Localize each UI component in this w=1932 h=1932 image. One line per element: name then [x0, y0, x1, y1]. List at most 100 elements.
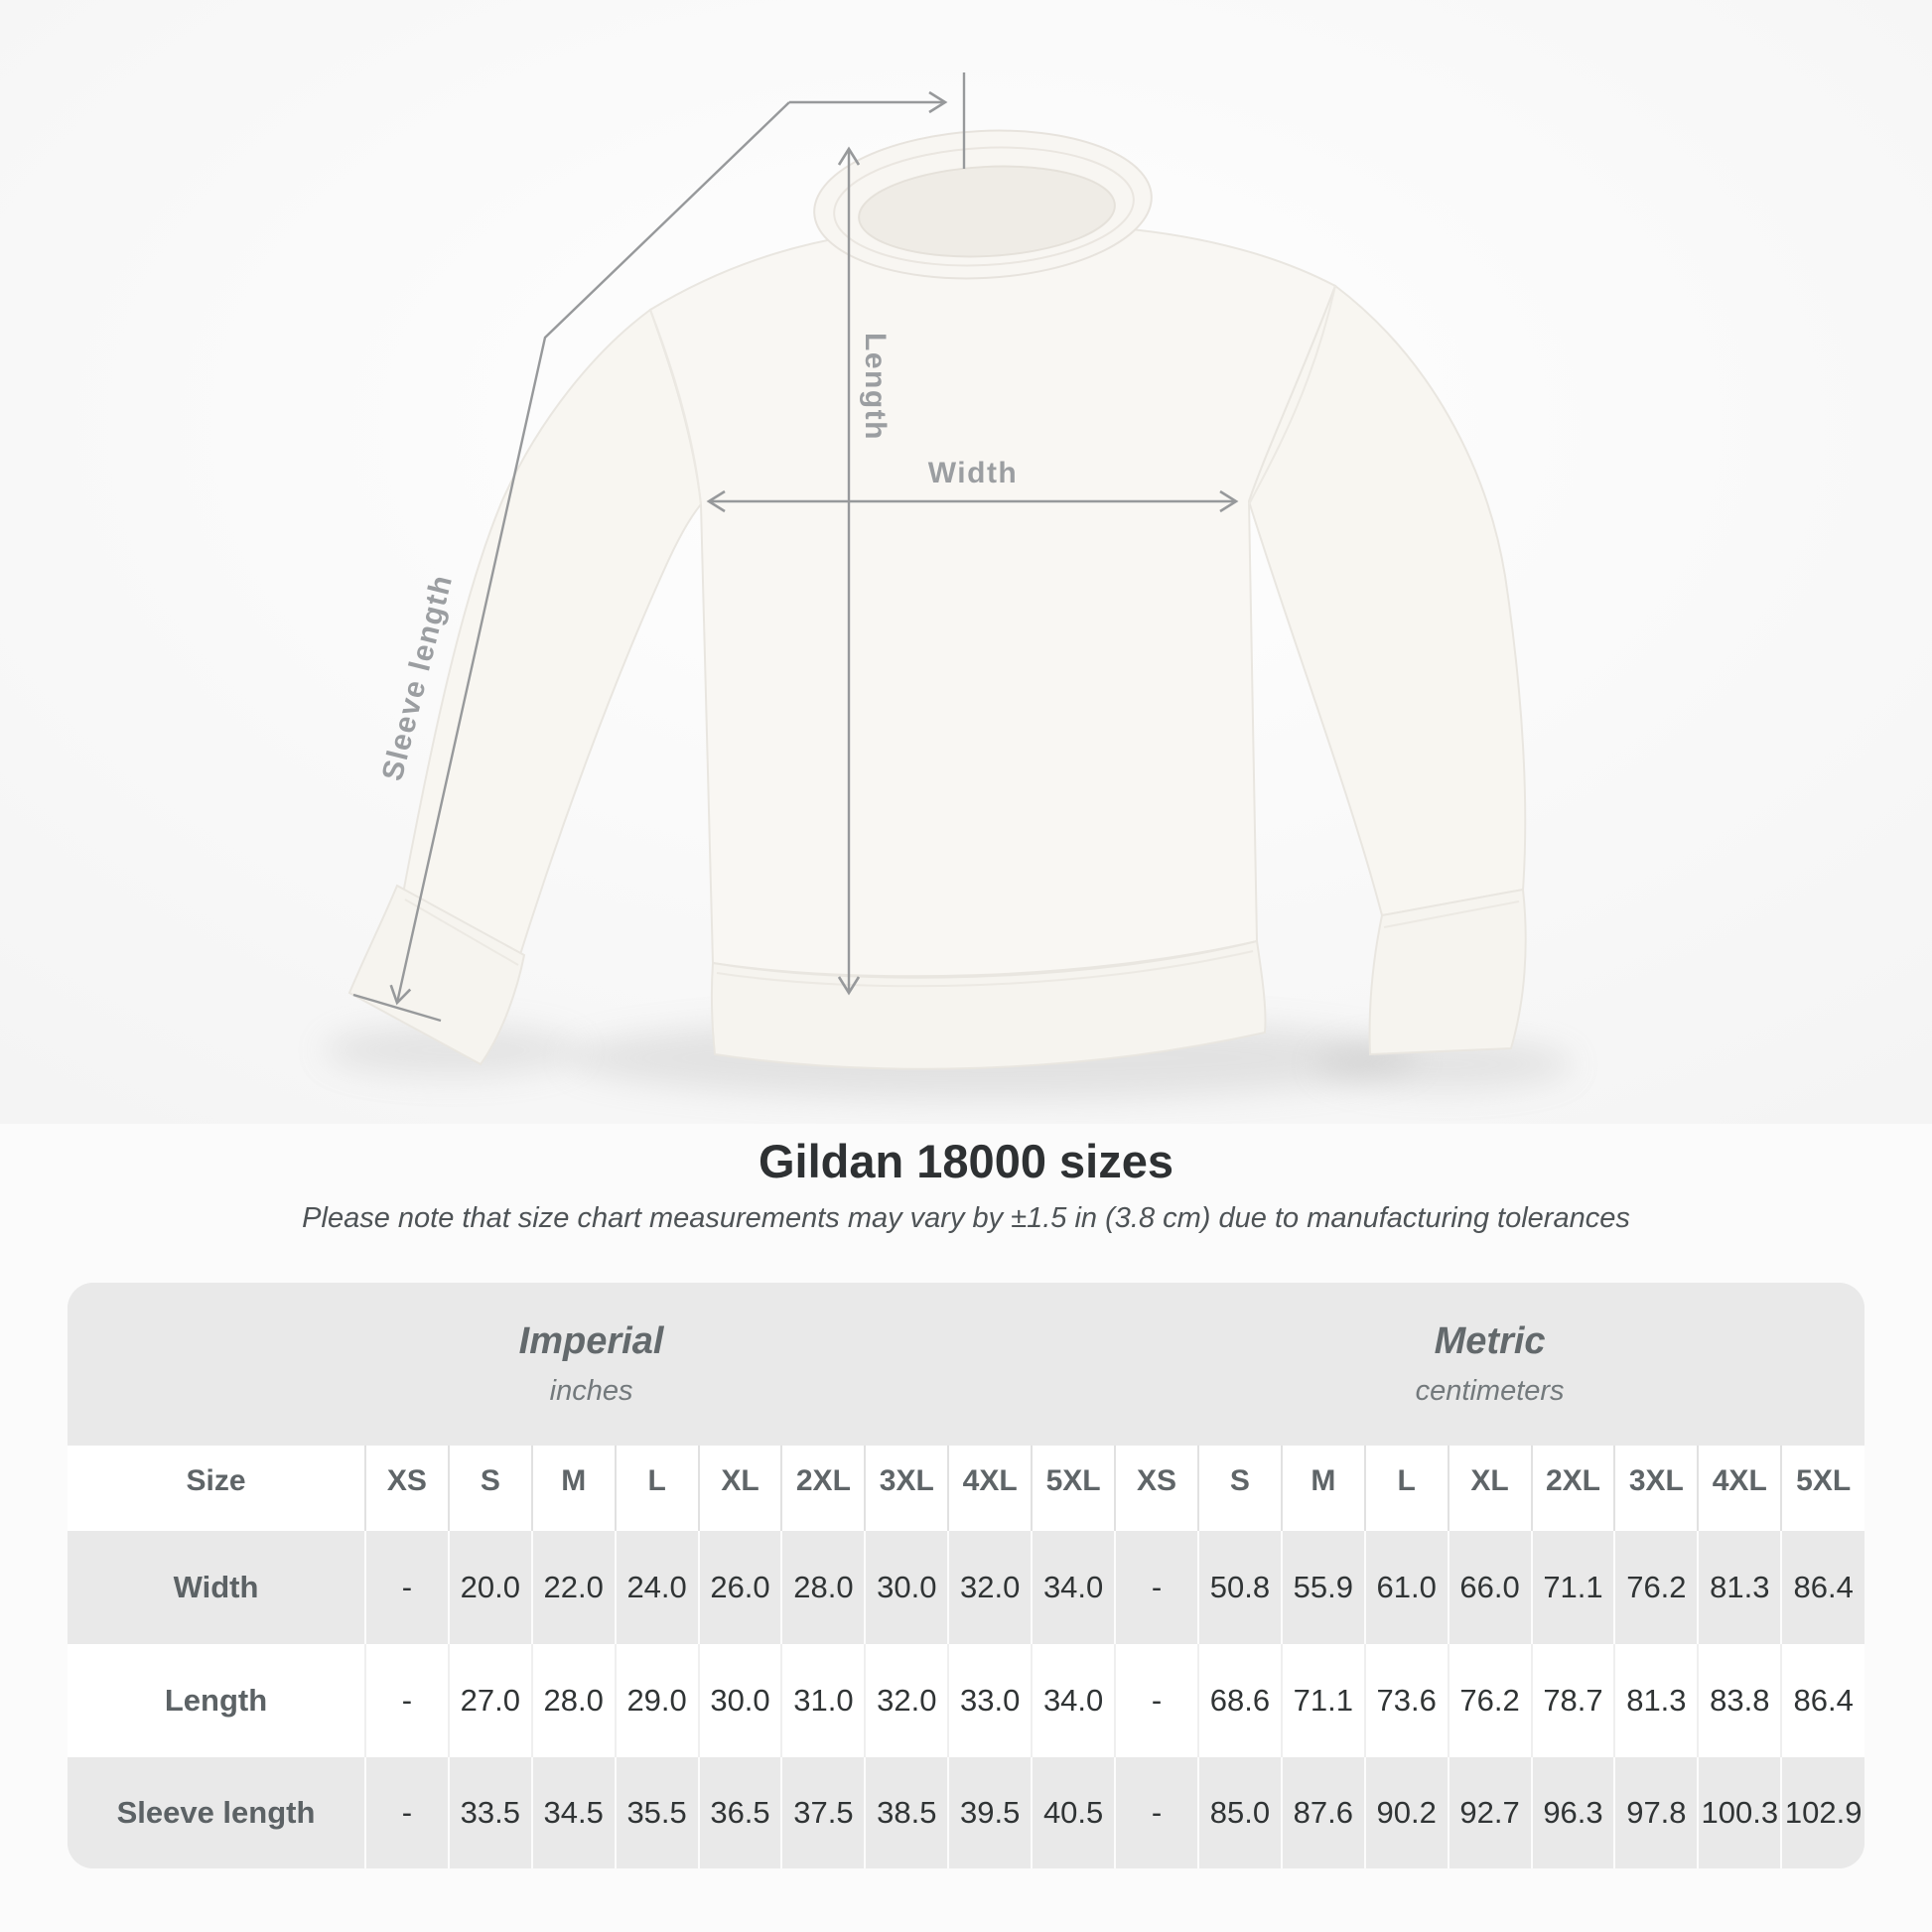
value-cell: 85.0 [1196, 1757, 1282, 1868]
value-cell: 61.0 [1363, 1531, 1449, 1644]
left-armhole-seam [649, 309, 702, 505]
value-cell: 30.0 [697, 1644, 782, 1757]
value-cell: 39.5 [947, 1757, 1033, 1868]
unit-group-row: Imperial inches Metric centimeters [68, 1283, 1864, 1446]
value-cell: 34.0 [1031, 1644, 1116, 1757]
size-column-header: L [614, 1446, 699, 1531]
product-diagram: Length Width Sleeve length [0, 0, 1932, 1124]
value-cell: 35.5 [614, 1757, 699, 1868]
value-cell: 34.5 [530, 1757, 616, 1868]
size-chart-page: Length Width Sleeve length Gildan 18000 … [0, 0, 1932, 1868]
width-label: Width [928, 457, 1019, 489]
size-column-header: L [1363, 1446, 1449, 1531]
size-column-header: 4XL [1697, 1446, 1782, 1531]
size-column-header: M [1280, 1446, 1365, 1531]
value-cell: 26.0 [697, 1531, 782, 1644]
value-cell: - [1114, 1531, 1198, 1644]
collar [813, 129, 1153, 280]
value-cell: 29.0 [614, 1644, 699, 1757]
value-cell: - [364, 1757, 449, 1868]
value-cell: 102.9 [1780, 1757, 1864, 1868]
value-cell: - [1114, 1644, 1198, 1757]
value-cell: 55.9 [1280, 1531, 1365, 1644]
imperial-label: Imperial [518, 1320, 664, 1362]
table-row-sleeve-length: Sleeve length - 33.5 34.5 35.5 36.5 37.5… [68, 1757, 1864, 1868]
right-cuff-seam [1383, 900, 1520, 928]
value-cell: - [364, 1531, 449, 1644]
size-column-header: XL [1447, 1446, 1532, 1531]
value-cell: 90.2 [1363, 1757, 1449, 1868]
sweatshirt [323, 129, 1574, 1100]
value-cell: 22.0 [530, 1531, 616, 1644]
value-cell: 36.5 [697, 1757, 782, 1868]
sweatshirt-diagram: Length Width Sleeve length [0, 0, 1932, 1124]
value-cell: 34.0 [1031, 1531, 1116, 1644]
imperial-group-header: Imperial inches [68, 1283, 1116, 1446]
value-cell: 76.2 [1613, 1531, 1699, 1644]
size-column-header: S [447, 1446, 532, 1531]
size-column-header: M [530, 1446, 616, 1531]
value-cell: 24.0 [614, 1531, 699, 1644]
page-title: Gildan 18000 sizes [758, 1135, 1174, 1187]
size-column-header: 5XL [1780, 1446, 1864, 1531]
value-cell: 31.0 [780, 1644, 866, 1757]
value-cell: 20.0 [447, 1531, 532, 1644]
value-cell: 100.3 [1697, 1757, 1782, 1868]
value-cell: 28.0 [530, 1644, 616, 1757]
value-cell: 40.5 [1031, 1757, 1116, 1868]
value-cell: 96.3 [1530, 1757, 1615, 1868]
tolerance-note: Please note that size chart measurements… [302, 1202, 1630, 1234]
value-cell: 81.3 [1613, 1644, 1699, 1757]
value-cell: 37.5 [780, 1757, 866, 1868]
size-column-header: 4XL [947, 1446, 1033, 1531]
value-cell: 86.4 [1780, 1644, 1864, 1757]
size-column-header: 2XL [780, 1446, 866, 1531]
value-cell: 33.5 [447, 1757, 532, 1868]
value-cell: 33.0 [947, 1644, 1033, 1757]
value-cell: 28.0 [780, 1531, 866, 1644]
value-cell: 97.8 [1613, 1757, 1699, 1868]
row-label: Length [164, 1683, 268, 1718]
value-cell: 32.0 [864, 1644, 949, 1757]
value-cell: 30.0 [864, 1531, 949, 1644]
size-table: Imperial inches Metric centimeters Size … [68, 1283, 1864, 1868]
value-cell: 68.6 [1196, 1644, 1282, 1757]
value-cell: 83.8 [1697, 1644, 1782, 1757]
left-cuff-seam [404, 898, 519, 966]
value-cell: 76.2 [1447, 1644, 1532, 1757]
size-column-header: 2XL [1530, 1446, 1615, 1531]
garment-shadow [323, 1025, 581, 1076]
left-cuff [347, 884, 526, 1066]
size-column-header: XL [697, 1446, 782, 1531]
value-cell: 78.7 [1530, 1644, 1615, 1757]
metric-unit: centimeters [1415, 1375, 1565, 1407]
column-header-size: Size [186, 1463, 246, 1497]
value-cell: 27.0 [447, 1644, 532, 1757]
right-cuff [1368, 888, 1527, 1056]
right-armhole-seam [1248, 285, 1336, 505]
value-cell: 86.4 [1780, 1531, 1864, 1644]
metric-label: Metric [1434, 1320, 1546, 1362]
size-column-header: XS [1114, 1446, 1198, 1531]
size-header-row: Size XS S M L XL 2XL 3XL 4XL 5XL XS S M … [68, 1446, 1864, 1531]
sweatshirt-body [648, 222, 1337, 978]
sleeve-measure-line [389, 101, 790, 1006]
length-label: Length [859, 333, 892, 441]
imperial-unit: inches [549, 1375, 633, 1407]
value-cell: 71.1 [1530, 1531, 1615, 1644]
value-cell: 50.8 [1196, 1531, 1282, 1644]
value-cell: 66.0 [1447, 1531, 1532, 1644]
value-cell: 73.6 [1363, 1644, 1449, 1757]
value-cell: 32.0 [947, 1531, 1033, 1644]
value-cell: - [364, 1644, 449, 1757]
table-row-length: Length - 27.0 28.0 29.0 30.0 31.0 32.0 3… [68, 1644, 1864, 1757]
size-column-header: 3XL [1613, 1446, 1699, 1531]
row-label: Width [173, 1570, 259, 1604]
value-cell: 71.1 [1280, 1644, 1365, 1757]
value-cell: 87.6 [1280, 1757, 1365, 1868]
size-column-header: 5XL [1031, 1446, 1116, 1531]
size-column-header: S [1196, 1446, 1282, 1531]
metric-group-header: Metric centimeters [1115, 1283, 1864, 1446]
value-cell: 38.5 [864, 1757, 949, 1868]
size-column-header: XS [364, 1446, 449, 1531]
